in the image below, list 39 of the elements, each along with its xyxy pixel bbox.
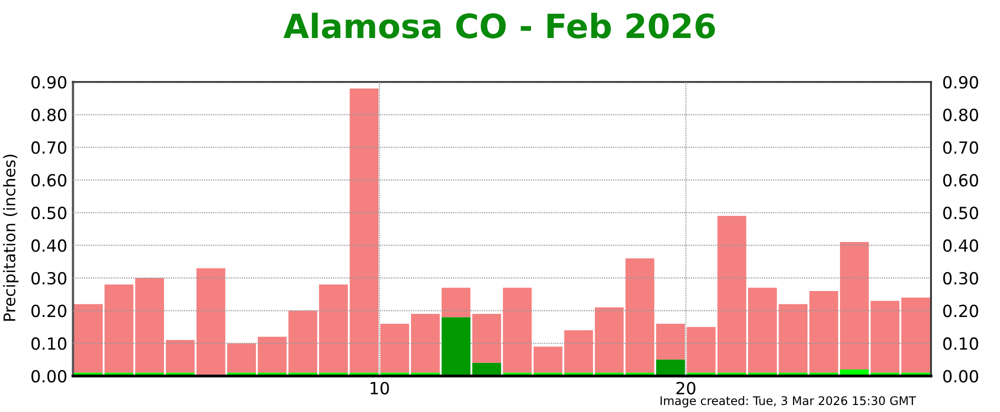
y2-tick-label: 0.00 — [943, 370, 978, 383]
y-tick-label: 0.90 — [31, 76, 66, 89]
y2-tick-label: 0.70 — [943, 141, 978, 154]
y-tick-label: 0.30 — [31, 272, 66, 285]
y2-tick-label: 0.50 — [943, 206, 978, 220]
bar — [380, 324, 410, 373]
bar — [74, 304, 103, 373]
y2-tick-label: 0.30 — [943, 272, 978, 285]
bar — [472, 314, 502, 363]
y2-tick-label: 0.90 — [943, 76, 978, 89]
y-tick-label: 0.80 — [31, 108, 66, 122]
y-tick-label: 0.10 — [31, 337, 66, 350]
text: Image created: Tue, 3 Mar 2026 15:30 GMT — [660, 396, 916, 408]
x-tick-label: 10 — [370, 382, 389, 394]
bar — [442, 317, 470, 376]
bar — [258, 336, 287, 373]
bar — [809, 291, 838, 373]
bar — [502, 288, 532, 373]
bar — [686, 326, 716, 373]
y2-tick-label: 0.60 — [943, 174, 978, 187]
y2-tick-label: 0.80 — [943, 108, 978, 122]
bar — [288, 310, 318, 373]
bar — [594, 307, 624, 373]
bar — [717, 216, 746, 373]
bar — [166, 340, 195, 373]
y-tick-label: 0.40 — [31, 239, 66, 252]
bar — [901, 298, 930, 373]
y2-tick-label: 0.40 — [943, 239, 978, 252]
y-tick-label: 0.70 — [31, 141, 66, 154]
y-tick-label: 0.60 — [31, 174, 66, 187]
y2-tick-label: 0.20 — [943, 304, 978, 318]
y-axis-title: Precipitation (inches) — [3, 154, 19, 321]
y-tick-label: 0.20 — [31, 304, 66, 318]
y2-tick-label: 0.10 — [943, 337, 978, 350]
bar — [656, 360, 685, 376]
y-tick-label: 0.00 — [31, 370, 66, 383]
chart-title: Alamosa CO - Feb 2026 — [283, 12, 715, 39]
y-tick-label: 0.50 — [31, 206, 66, 220]
x-tick-label: 20 — [676, 382, 696, 394]
